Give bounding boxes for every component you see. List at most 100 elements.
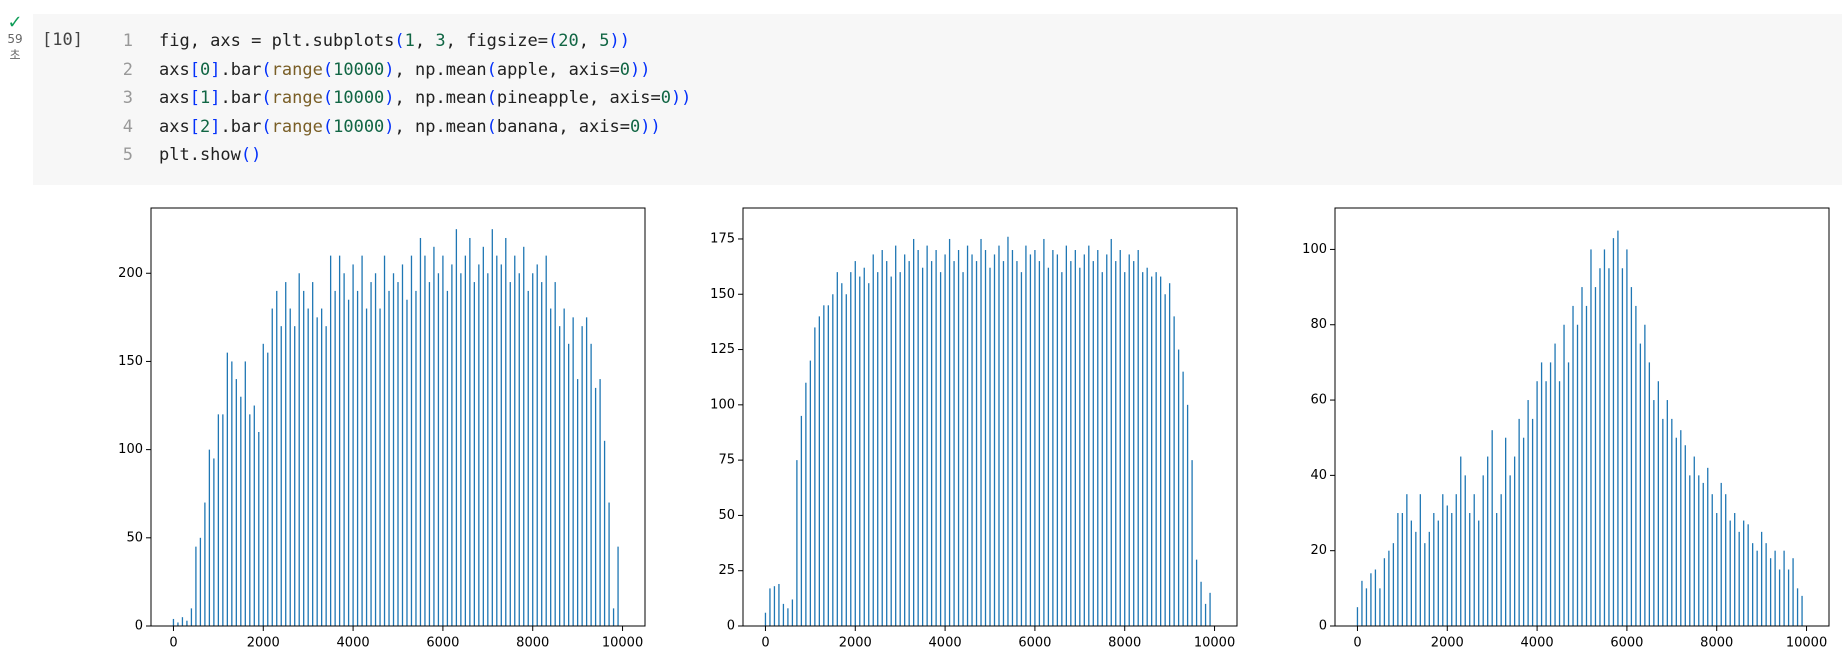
code-token: , np.mean: [394, 116, 487, 137]
bar: [966, 245, 969, 626]
bar: [1599, 268, 1601, 626]
bar: [1146, 267, 1148, 626]
bar: [1684, 445, 1686, 626]
bar: [415, 290, 417, 626]
bar: [1662, 418, 1664, 626]
bar: [383, 255, 386, 627]
bar: [518, 273, 520, 626]
code-token: (: [261, 88, 272, 108]
bar: [832, 294, 834, 626]
code-token: ): [384, 88, 395, 108]
status-icon: ✓: [7, 12, 23, 33]
bar: [1576, 324, 1579, 626]
code-token: (: [322, 116, 334, 137]
run-time: 59: [7, 32, 23, 46]
bar: [419, 237, 422, 626]
bar: [1621, 268, 1624, 626]
axes-frame: [1334, 207, 1830, 627]
bar: [1796, 588, 1799, 626]
bar: [509, 282, 511, 626]
bar: [249, 414, 251, 626]
bar: [1025, 245, 1027, 626]
bar: [1151, 276, 1153, 626]
code-token: , figsize=: [445, 31, 548, 51]
bar: [1083, 254, 1085, 626]
bar: [1133, 261, 1135, 626]
code-token: (: [394, 31, 405, 51]
bar: [347, 299, 350, 626]
x-tick-label: 0: [169, 636, 177, 651]
bar: [1702, 482, 1704, 626]
bar: [1079, 267, 1081, 626]
bar: [343, 273, 345, 626]
code-token: (: [261, 59, 272, 80]
bar: [1446, 505, 1448, 626]
code-token: .bar: [220, 116, 262, 137]
x-tick-label: 0: [1353, 636, 1361, 651]
bar: [1734, 513, 1736, 626]
code-token: (: [548, 31, 559, 51]
bar: [957, 250, 960, 626]
bar: [1056, 254, 1059, 626]
code-token: )): [630, 59, 651, 80]
code-token: 0: [619, 59, 630, 80]
bar: [473, 282, 475, 626]
bar: [1424, 543, 1426, 626]
bar: [527, 290, 529, 626]
code-token: (: [322, 59, 334, 80]
bar: [1097, 250, 1099, 626]
bar: [1522, 437, 1525, 626]
line-number: 2: [122, 59, 133, 80]
x-tick-label: 8000: [516, 636, 549, 651]
bar: [190, 608, 193, 626]
code-token: ,: [414, 31, 436, 51]
bar: [841, 283, 843, 626]
bar: [1648, 362, 1651, 626]
bar: [1478, 520, 1480, 626]
bar: [491, 229, 493, 626]
code-token: range: [271, 88, 323, 108]
bar: [334, 290, 336, 626]
bar: [1657, 381, 1659, 626]
bar: [554, 282, 556, 626]
code-token: pineapple, axis=: [496, 88, 661, 108]
code-token: (: [322, 88, 334, 108]
bar: [594, 387, 597, 626]
bar: [464, 255, 467, 627]
bar: [921, 267, 924, 626]
bar: [1491, 430, 1493, 626]
bar: [1760, 531, 1763, 626]
code-token: )): [670, 88, 692, 108]
bar: [469, 237, 471, 626]
bar: [576, 379, 579, 626]
bar: [1778, 569, 1781, 626]
bar: [1007, 236, 1009, 626]
bar: [805, 382, 807, 626]
bar: [895, 245, 897, 626]
bar: [850, 272, 852, 626]
bar: [356, 290, 359, 626]
code-token: (: [486, 116, 497, 137]
code-token: ]: [210, 59, 221, 80]
bar: [913, 238, 915, 627]
bar: [298, 273, 300, 626]
bar: [217, 414, 220, 626]
bar: [1608, 268, 1610, 626]
bar: [1119, 250, 1121, 626]
code-editor[interactable]: 1 fig, axs = plt.subplots(1, 3, figsize=(…: [33, 14, 1842, 185]
code-token: 1: [199, 88, 211, 108]
bar: [294, 326, 296, 626]
bar: [1052, 250, 1054, 626]
bar: [1518, 418, 1520, 626]
code-token: 10000: [333, 59, 385, 80]
code-token: , np.mean: [394, 59, 487, 80]
bar: [1406, 494, 1408, 626]
bar: [608, 502, 610, 626]
code-token: 10000: [333, 116, 385, 137]
bar: [1743, 520, 1745, 626]
bar: [253, 405, 255, 626]
bar: [208, 449, 211, 626]
code-token: 0: [629, 116, 641, 137]
bar: [823, 305, 825, 626]
bar: [791, 599, 794, 626]
